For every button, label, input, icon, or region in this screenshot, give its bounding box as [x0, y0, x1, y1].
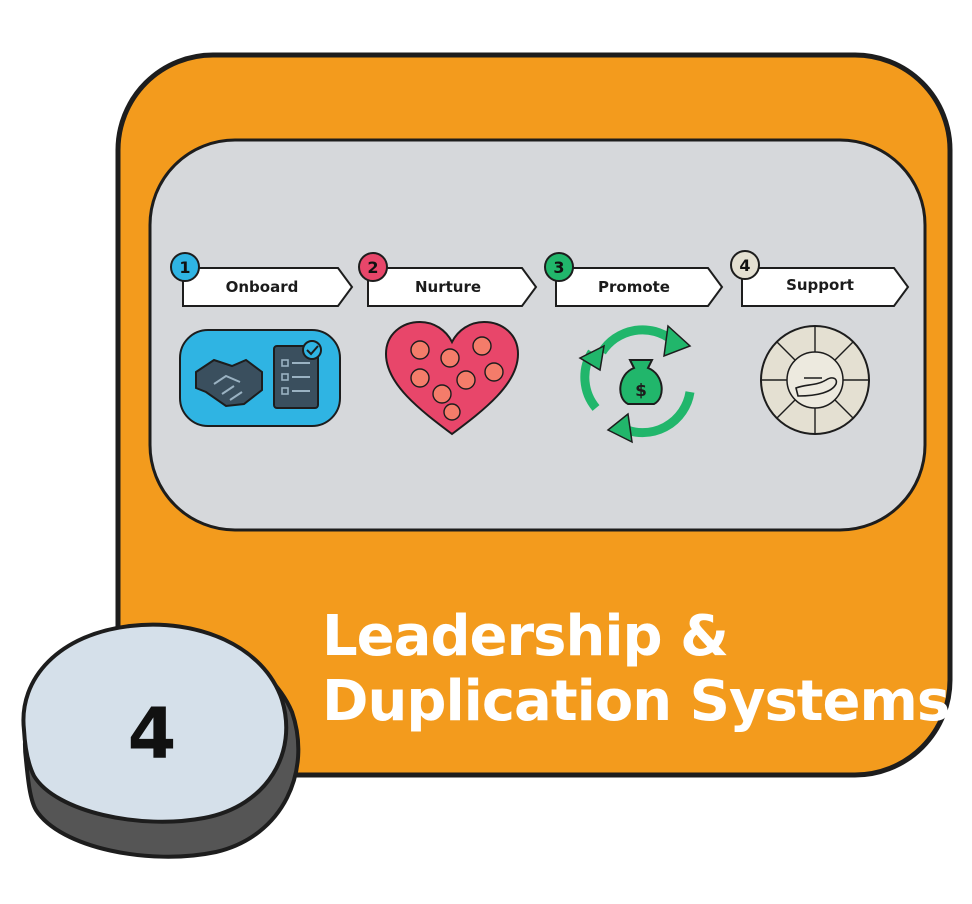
- badge-number: 4: [128, 693, 177, 775]
- step-number-circle: [358, 252, 388, 282]
- step-label: Promote: [598, 278, 670, 296]
- handshake-checklist-icon: [179, 329, 341, 427]
- step-number-circle: [730, 250, 760, 280]
- steps-panel: [148, 138, 927, 532]
- number-badge: 4: [21, 622, 301, 859]
- title-line-1: Leadership &: [322, 604, 728, 669]
- hand-wheel-icon: [760, 325, 870, 435]
- step-1: Onboard 1: [170, 252, 354, 427]
- step-3: Promote 3 $: [544, 252, 724, 444]
- step-number-circle: [170, 252, 200, 282]
- step-banner: [555, 267, 724, 307]
- step-label: Nurture: [415, 278, 481, 296]
- step-number: 2: [367, 258, 378, 277]
- step-number: 4: [739, 256, 750, 275]
- heart-faces-icon: [384, 320, 520, 436]
- step-banner: [741, 267, 910, 307]
- step-2: Nurture 2: [358, 252, 538, 436]
- step-number: 3: [553, 258, 564, 277]
- title-line-2: Duplication Systems: [322, 669, 949, 734]
- svg-text:$: $: [635, 381, 647, 401]
- step-banner: [182, 267, 354, 307]
- step-label: Onboard: [226, 278, 299, 296]
- step-label: Support: [786, 276, 854, 294]
- step-4: Support 4: [730, 250, 910, 435]
- step-banner: [367, 267, 538, 307]
- money-cycle-icon: $: [578, 324, 695, 444]
- step-number: 1: [179, 258, 190, 277]
- step-number-circle: [544, 252, 574, 282]
